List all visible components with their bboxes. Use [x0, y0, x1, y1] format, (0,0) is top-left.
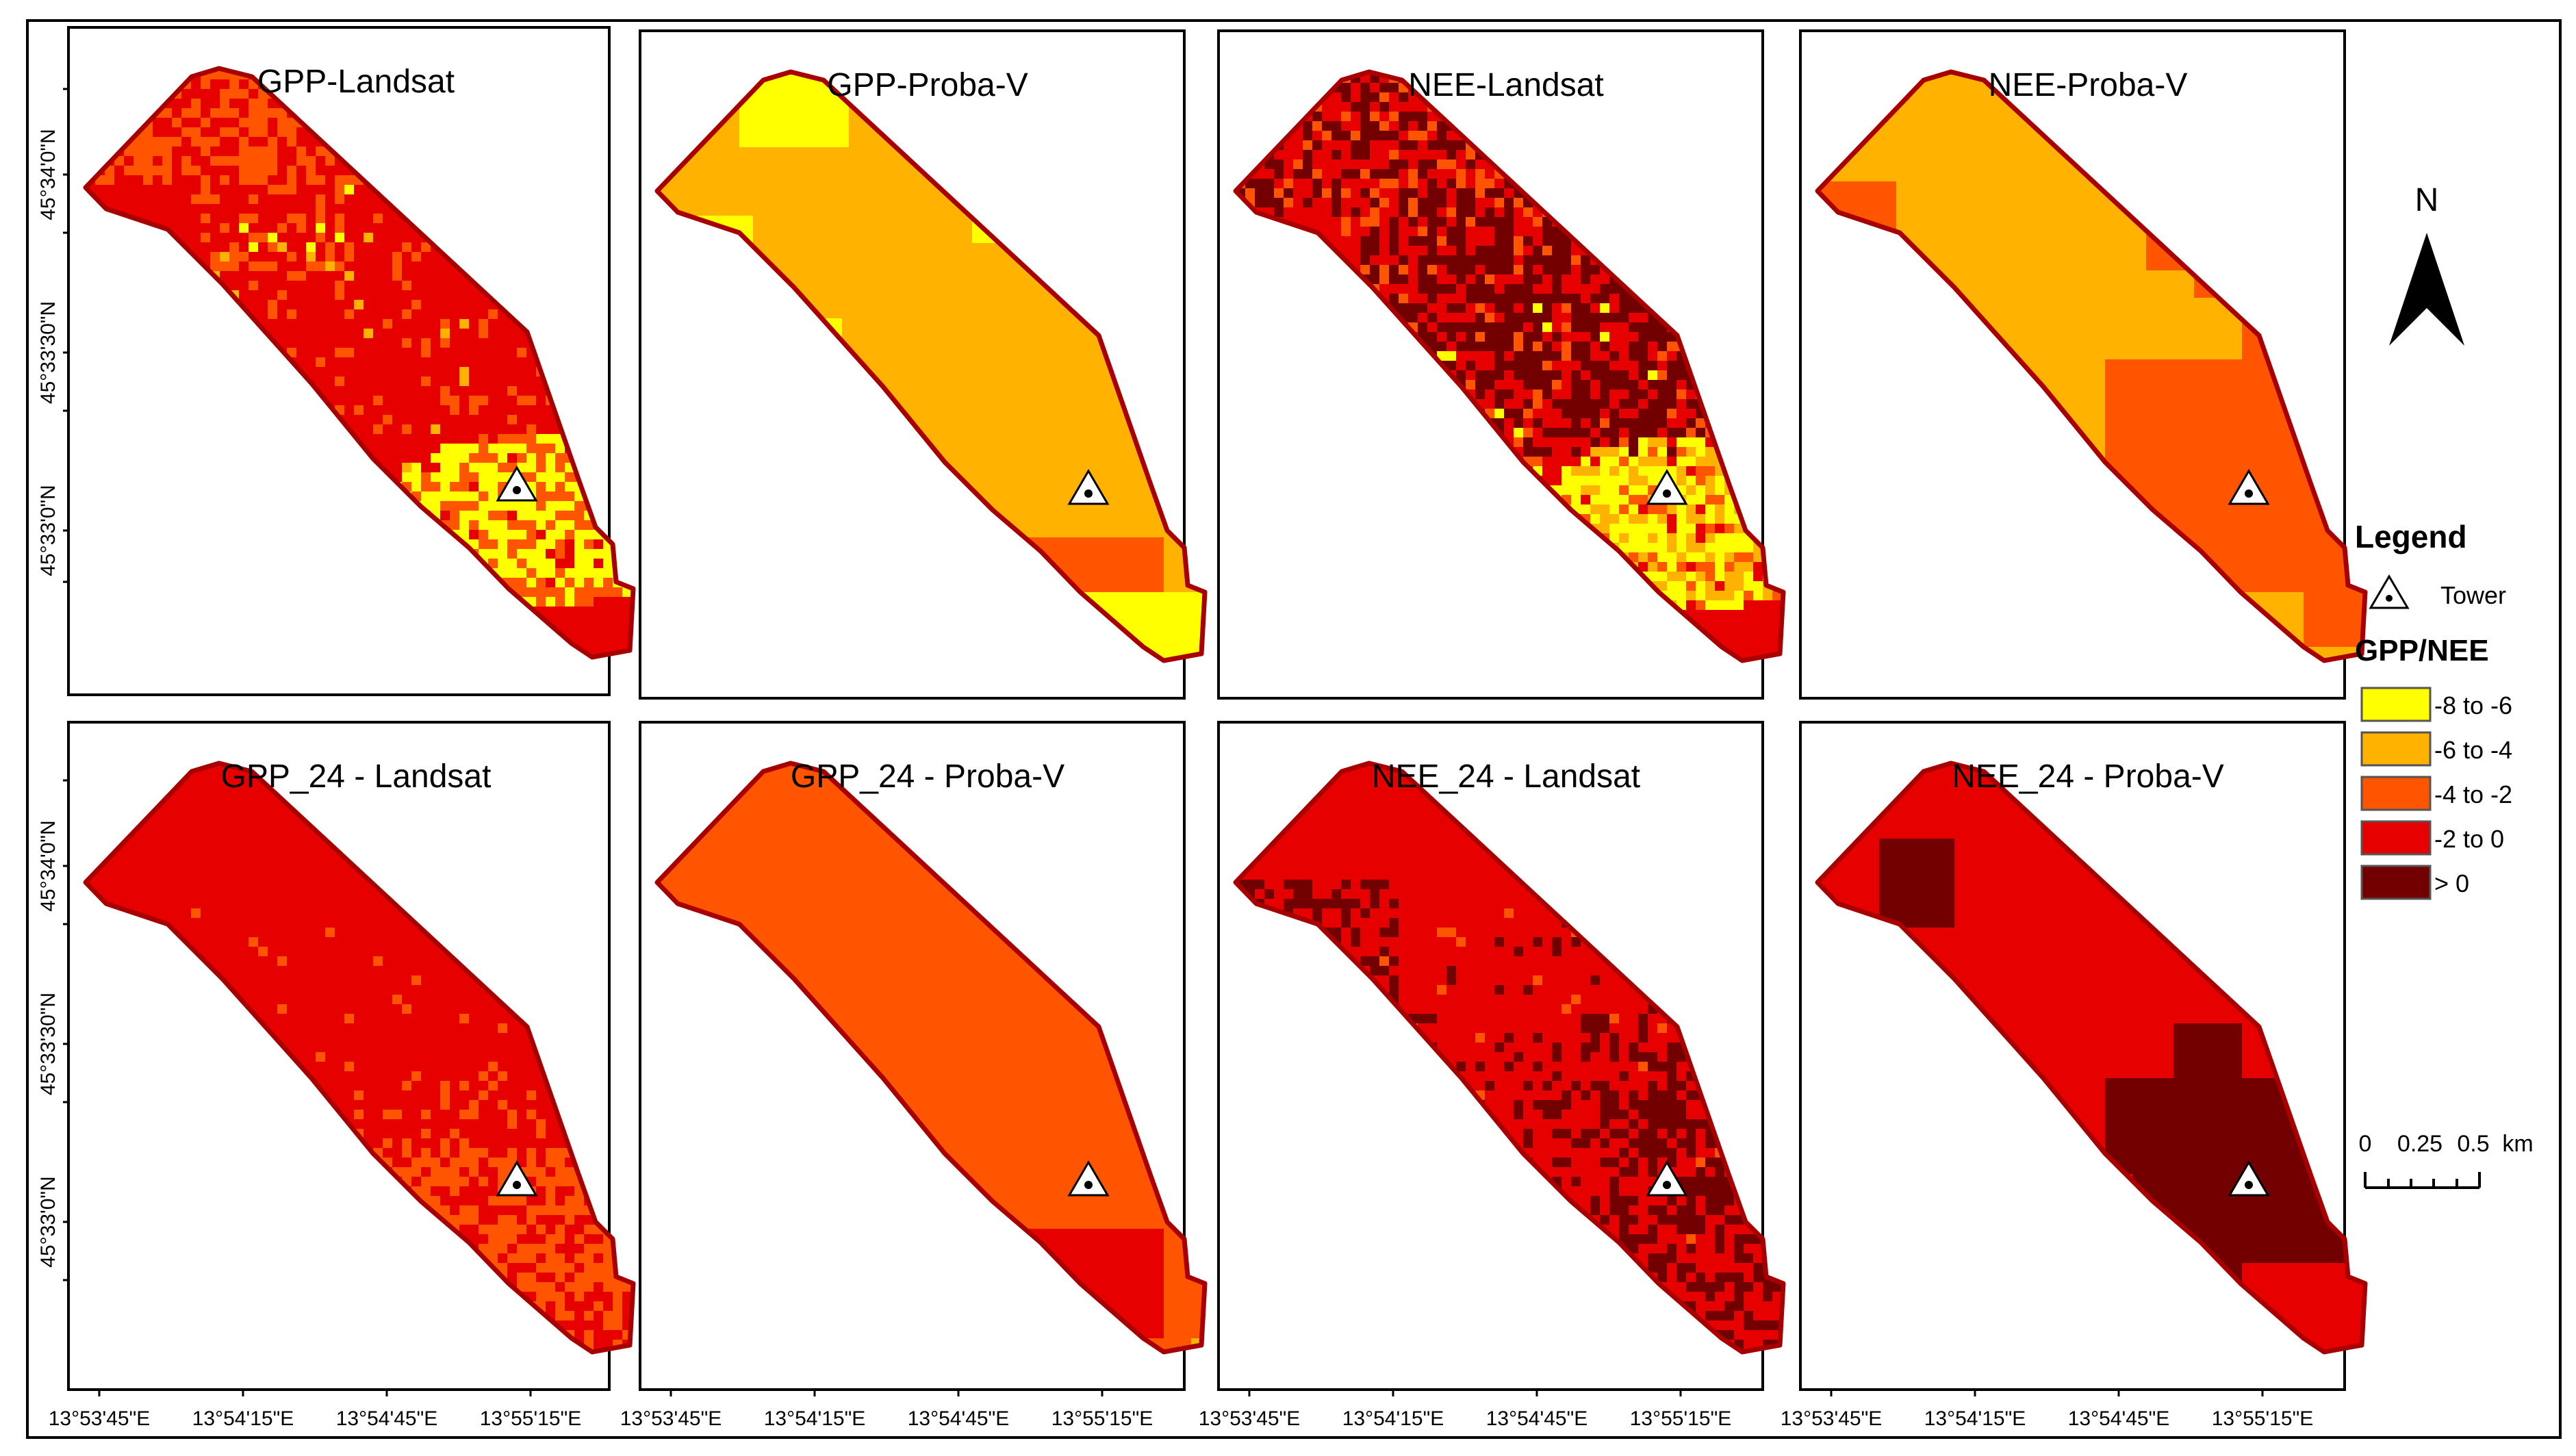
lon-tick-label: 13°55'15"E: [480, 1407, 582, 1430]
scale-label-025: 0.25: [2397, 1131, 2443, 1157]
tower-icon: [496, 465, 538, 502]
coordinate-ticks: 45°34'0"N 45°33'30"N 45°33'0"N 45°34'0"N 45°…: [37, 88, 2314, 1430]
lon-tick-label: 13°54'15"E: [1342, 1407, 1444, 1430]
lon-tick-label: 13°55'15"E: [1630, 1407, 1732, 1430]
north-arrow-label: N: [2415, 182, 2439, 218]
map-panel-5: GPP_24 - Landsat: [67, 721, 651, 1391]
lon-tick-label: 13°54'15"E: [192, 1407, 294, 1430]
tower-icon: [1067, 469, 1110, 505]
lon-tick-label: 13°54'45"E: [1486, 1407, 1588, 1430]
panel-title: GPP-Landsat: [257, 64, 455, 100]
tower-icon: [1067, 1160, 1110, 1197]
panel-title: GPP_24 - Proba-V: [791, 758, 1064, 795]
legend-classes: -8 to -6 -6 to -4 -4 to -2 -2 to 0 > 0: [2360, 687, 2512, 900]
legend-swatch: [2360, 687, 2432, 722]
legend: Legend Tower GPP/NEE -8 to -6 -6 to -4 -4 …: [2355, 519, 2512, 900]
legend-label: > 0: [2434, 869, 2469, 897]
panel-title: NEE_24 - Landsat: [1372, 758, 1640, 795]
legend-item: -2 to 0: [2360, 820, 2504, 856]
tower-icon: [2228, 1160, 2270, 1197]
lon-tick-label: 13°54'45"E: [336, 1407, 438, 1430]
lon-tick-label: 13°54'15"E: [1924, 1407, 2026, 1430]
legend-item: -8 to -6: [2360, 687, 2512, 722]
legend-swatch: [2360, 865, 2432, 900]
scale-bar-line: [2364, 1172, 2481, 1189]
scale-label-0: 0: [2359, 1131, 2372, 1157]
legend-label: -2 to 0: [2434, 825, 2504, 853]
lon-tick-label: 13°55'15"E: [1051, 1407, 1153, 1430]
lon-tick-label: 13°54'15"E: [764, 1407, 866, 1430]
tower-icon: [496, 1160, 538, 1197]
lat-tick-label: 45°33'30"N: [37, 301, 60, 404]
field-map: [1818, 763, 2379, 1352]
panel-title: GPP_24 - Landsat: [221, 758, 492, 795]
panel-title: NEE-Landsat: [1408, 67, 1604, 103]
legend-swatch: [2360, 731, 2432, 767]
lat-tick-label: 45°33'0"N: [37, 1176, 60, 1267]
map-panel-7: NEE_24 - Landsat: [1217, 721, 1801, 1391]
lat-tick-label: 45°34'0"N: [37, 129, 60, 220]
map-panel-6: GPP_24 - Proba-V: [639, 721, 1246, 1391]
tower-icon: [2369, 574, 2410, 609]
scale-unit: km: [2502, 1131, 2533, 1157]
panel-title: GPP-Proba-V: [827, 67, 1028, 103]
map-panel-2: GPP-Proba-V: [639, 29, 1246, 700]
lat-tick-label: 45°33'30"N: [37, 993, 60, 1095]
legend-swatch: [2360, 820, 2432, 856]
legend-label: -4 to -2: [2434, 780, 2512, 808]
legend-item: -4 to -2: [2360, 776, 2512, 811]
lon-tick-label: 13°54'45"E: [2068, 1407, 2170, 1430]
map-panels: GPP-Landsat GPP-Proba-V NEE-Landsat NEE-Pro…: [67, 26, 2379, 1391]
lon-tick-label: 13°53'45"E: [1781, 1407, 1883, 1430]
north-arrow-icon: [2389, 233, 2464, 346]
lat-tick-label: 45°33'0"N: [37, 485, 60, 576]
panel-title: NEE-Proba-V: [1989, 67, 2188, 103]
tower-icon: [1646, 469, 1688, 505]
legend-item: > 0: [2360, 865, 2469, 900]
lon-tick-label: 13°53'45"E: [1199, 1407, 1301, 1430]
legend-title: Legend: [2355, 519, 2467, 554]
lat-tick-label: 45°34'0"N: [37, 820, 60, 911]
map-panel-3: NEE-Landsat: [1217, 29, 1801, 700]
scale-label-05: 0.5: [2457, 1131, 2489, 1157]
tower-icon: [2228, 469, 2270, 505]
tower-icon: [1646, 1160, 1688, 1197]
legend-label: -8 to -6: [2434, 691, 2512, 719]
legend-subtitle: GPP/NEE: [2355, 634, 2489, 667]
lon-tick-label: 13°55'15"E: [2212, 1407, 2314, 1430]
legend-tower-label: Tower: [2440, 581, 2506, 609]
map-panel-4: NEE-Proba-V: [1799, 29, 2379, 700]
lon-tick-label: 13°53'45"E: [620, 1407, 722, 1430]
legend-swatch: [2360, 776, 2432, 811]
lon-tick-label: 13°54'45"E: [908, 1407, 1010, 1430]
legend-item: -6 to -4: [2360, 731, 2512, 767]
lon-tick-label: 13°53'45"E: [49, 1407, 151, 1430]
legend-label: -6 to -4: [2434, 736, 2512, 764]
map-panel-8: NEE_24 - Proba-V: [1799, 721, 2379, 1391]
map-panel-1: GPP-Landsat: [67, 26, 651, 696]
north-arrow: N: [2389, 182, 2464, 346]
panel-title: NEE_24 - Proba-V: [1952, 758, 2224, 795]
scale-bar: 0 0.25 0.5 km: [2359, 1131, 2534, 1189]
